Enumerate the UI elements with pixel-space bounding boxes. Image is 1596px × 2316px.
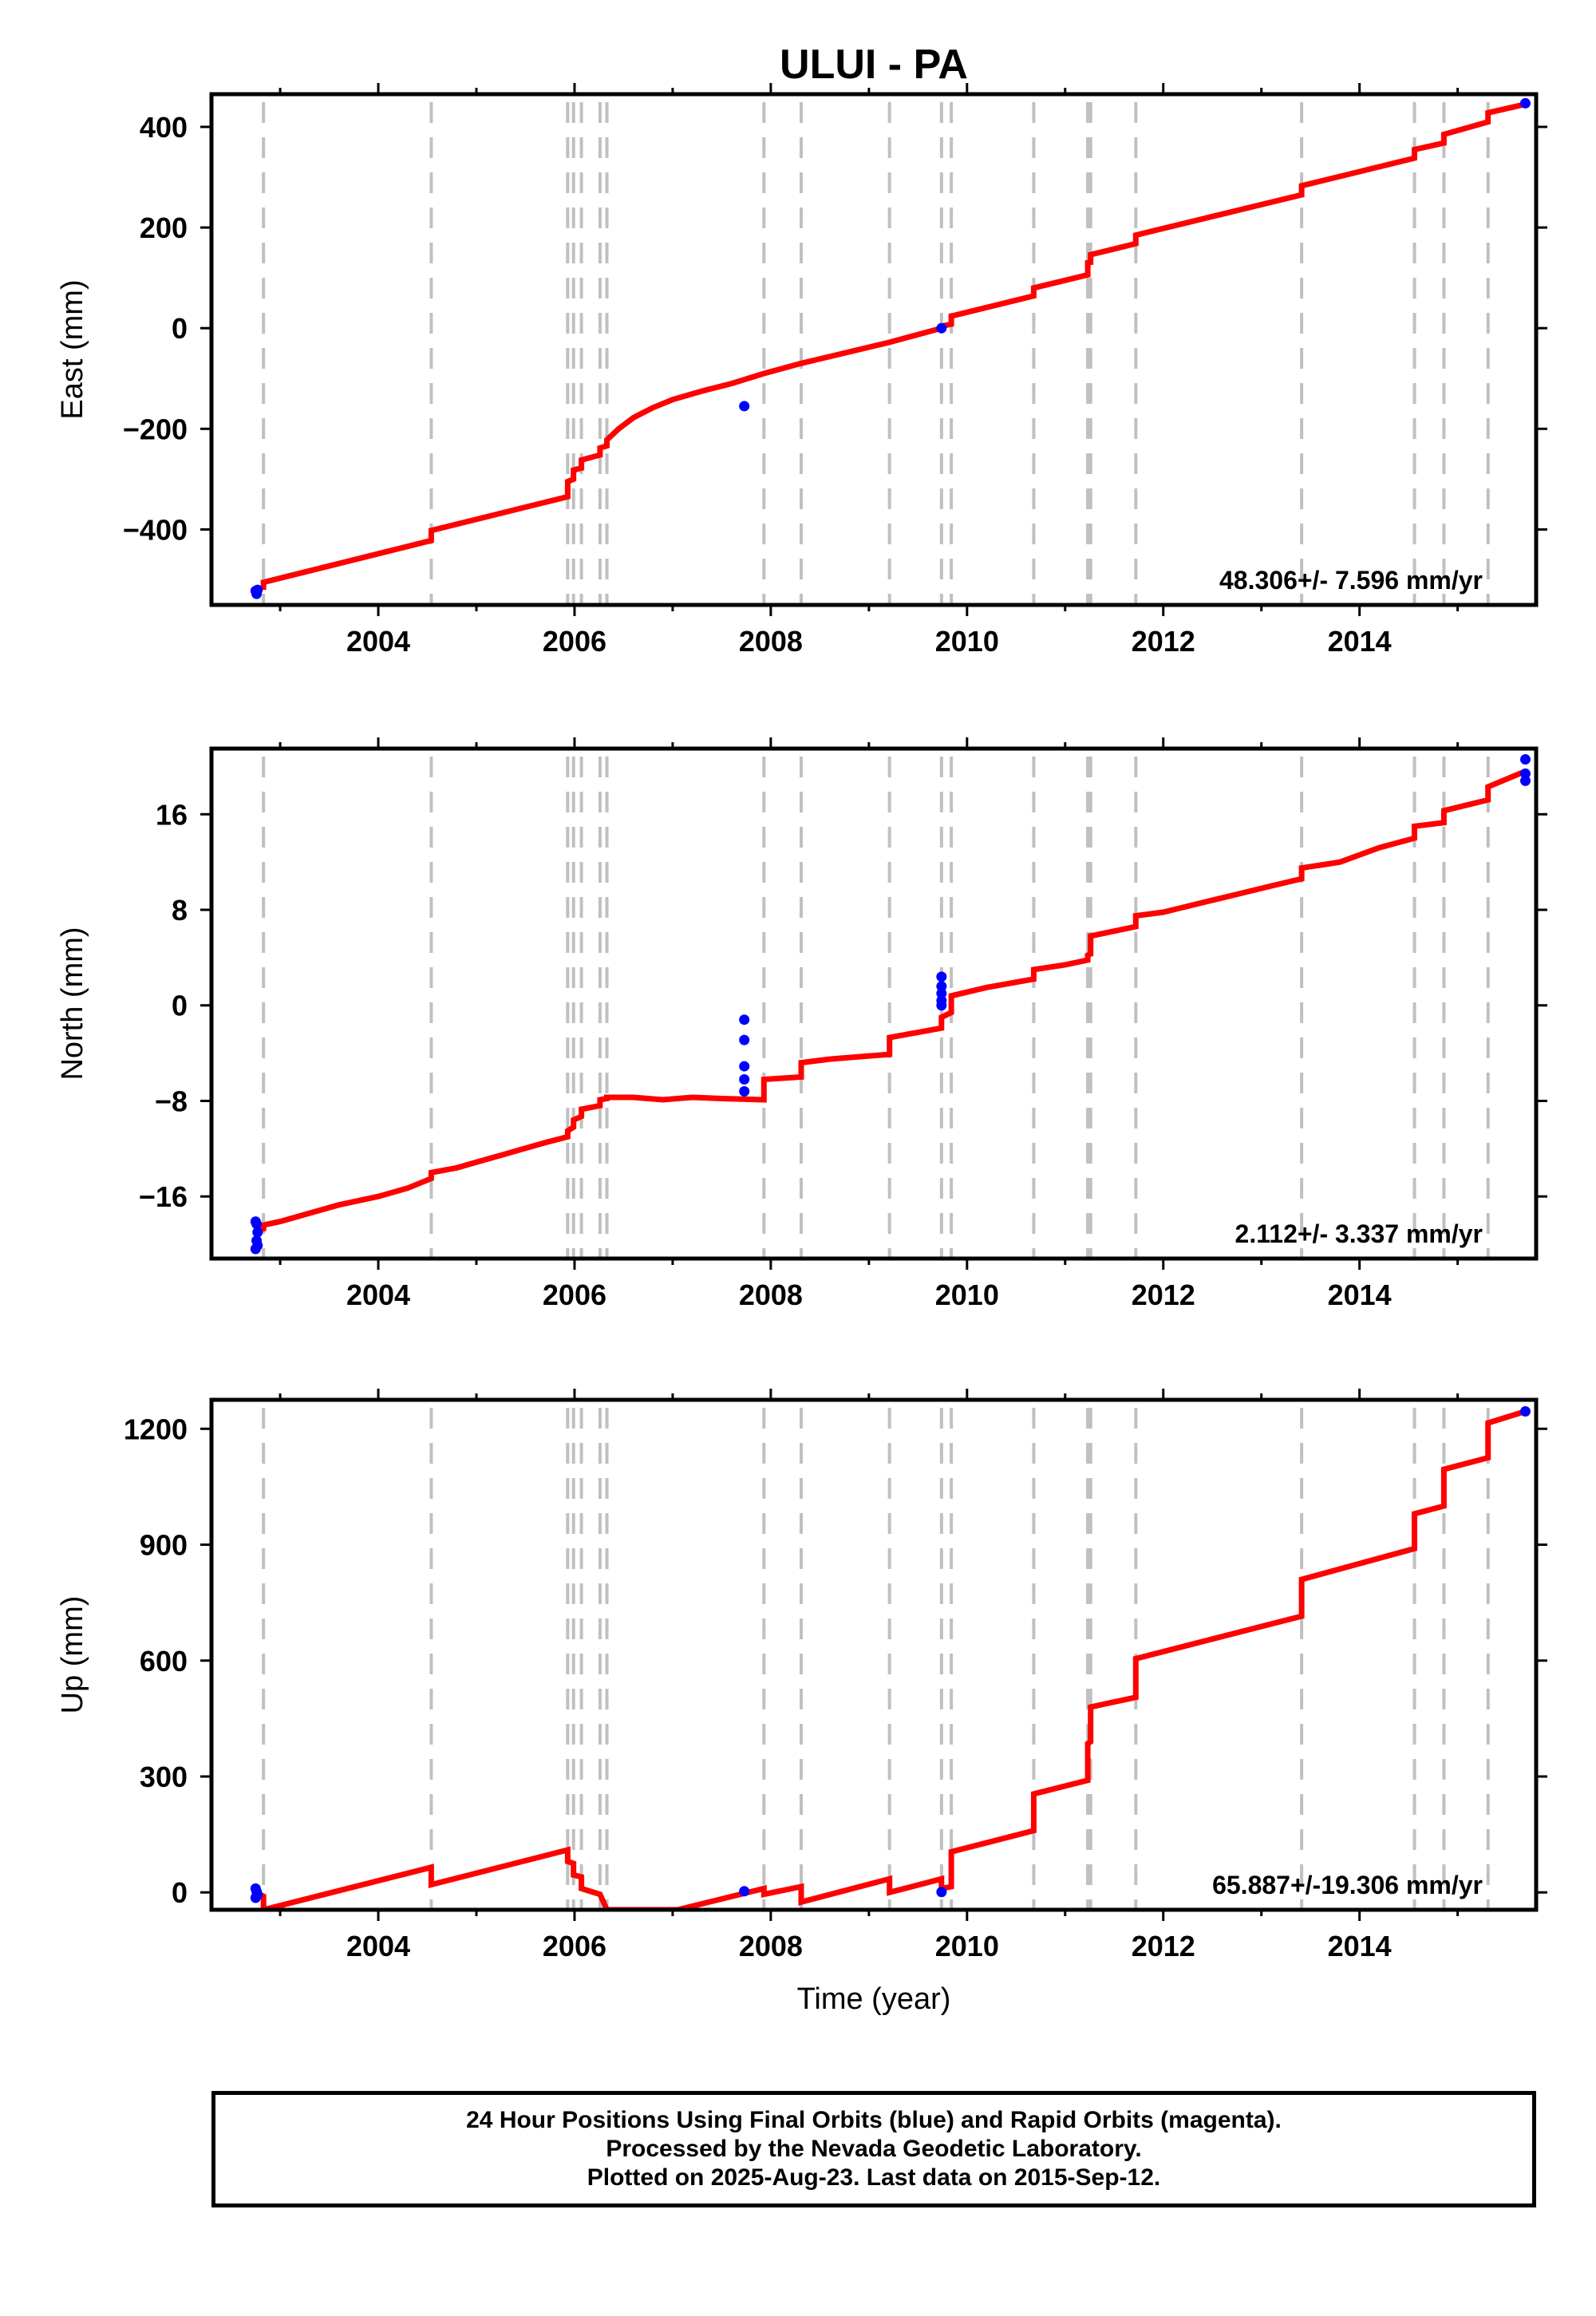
x-tick-label: 2008 — [739, 1279, 803, 1311]
data-point — [1519, 768, 1531, 779]
data-point — [1519, 1406, 1531, 1417]
rate-label: 2.112+/- 3.337 mm/yr — [1235, 1219, 1483, 1248]
x-tick-label: 2010 — [935, 625, 999, 658]
y-tick-label: 0 — [172, 990, 188, 1022]
y-axis-label: Up (mm) — [56, 1596, 89, 1714]
data-point — [936, 971, 947, 982]
data-point — [1519, 753, 1531, 765]
rate-label: 48.306+/- 7.596 mm/yr — [1219, 566, 1483, 595]
data-point — [1519, 97, 1531, 109]
x-tick-label: 2006 — [543, 1279, 606, 1311]
y-tick-label: −8 — [155, 1085, 188, 1117]
panels: 2004 2006 2008 2010 2012 2014−400−2000200400E… — [56, 83, 1547, 1962]
panel-2: 2004 2006 2008 2010 2012 2014 −16 −8 0 8 16 North (… — [56, 737, 1547, 1311]
x-tick-label: 2004 — [346, 1930, 410, 1962]
y-axis-label: East (mm) — [56, 279, 89, 419]
data-point — [936, 1887, 947, 1898]
model-line — [254, 1409, 1527, 1910]
data-point — [739, 1014, 750, 1026]
x-tick-label: 2014 — [1328, 1930, 1392, 1962]
data-point — [252, 1240, 263, 1251]
y-tick-label: 600 — [140, 1645, 188, 1678]
y-tick-label: −400 — [123, 513, 188, 546]
x-tick-label: 2014 — [1328, 1279, 1392, 1311]
x-tick-label: 2004 — [346, 1279, 410, 1311]
y-axis-label: North (mm) — [56, 927, 89, 1080]
footer-line-2: Processed by the Nevada Geodetic Laborat… — [606, 2136, 1142, 2162]
x-tick-label: 2012 — [1132, 625, 1195, 658]
x-tick-label: 2012 — [1132, 1279, 1195, 1311]
y-tick-label: 400 — [140, 111, 188, 144]
data-point — [252, 584, 263, 595]
footer-line-3: Plotted on 2025-Aug-23. Last data on 201… — [587, 2164, 1161, 2191]
y-tick-label: 16 — [156, 798, 188, 831]
x-tick-label: 2010 — [935, 1930, 999, 1962]
plot-frame — [209, 1397, 1539, 1912]
chart-title: ULUI - PA — [780, 41, 968, 88]
model-line — [260, 101, 1527, 591]
plot-frame — [209, 92, 1539, 607]
footer-box: 24 Hour Positions Using Final Orbits (bl… — [211, 2091, 1536, 2207]
data-point — [936, 988, 947, 999]
model-line — [255, 769, 1527, 1234]
x-tick-label: 2014 — [1328, 625, 1392, 658]
panel-1: 2004 2006 2008 2010 2012 2014 −400 −200 0 200 400 E… — [56, 83, 1547, 658]
data-point — [739, 1034, 750, 1045]
y-tick-label: 0 — [172, 1876, 188, 1909]
data-point — [250, 1892, 261, 1903]
data-point — [251, 1219, 263, 1230]
x-tick-label: 2008 — [739, 625, 803, 658]
y-tick-label: 1200 — [124, 1413, 188, 1445]
x-tick-label: 2008 — [739, 1930, 803, 1962]
data-point — [739, 1074, 750, 1085]
plot-frame — [209, 746, 1539, 1261]
x-tick-label: 2006 — [543, 625, 606, 658]
data-point — [739, 401, 750, 412]
y-tick-label: 200 — [140, 211, 188, 244]
footer-line-1: 24 Hour Positions Using Final Orbits (bl… — [466, 2107, 1282, 2133]
y-tick-label: −200 — [123, 413, 188, 445]
data-point — [936, 981, 947, 992]
data-point — [936, 1000, 947, 1011]
y-tick-label: 0 — [172, 312, 188, 345]
x-tick-label: 2006 — [543, 1930, 606, 1962]
y-tick-label: 300 — [140, 1761, 188, 1793]
y-tick-label: 8 — [172, 894, 188, 927]
data-point — [739, 1061, 750, 1072]
y-tick-label: −16 — [139, 1180, 188, 1213]
x-axis-label: Time (year) — [797, 1982, 951, 2016]
data-point — [739, 1085, 750, 1097]
y-tick-label: 900 — [140, 1529, 188, 1562]
x-tick-label: 2004 — [346, 625, 410, 658]
data-point — [936, 322, 947, 334]
x-tick-label: 2010 — [935, 1279, 999, 1311]
panel-3: 2004 2006 2008 2010 2012 2014 0 300 600 900 1200 Up… — [56, 1389, 1547, 1962]
x-tick-label: 2012 — [1132, 1930, 1195, 1962]
data-point — [252, 1227, 263, 1238]
data-point — [1519, 775, 1531, 786]
rate-label: 65.887+/-19.306 mm/yr — [1212, 1871, 1483, 1899]
data-point — [739, 1886, 750, 1897]
